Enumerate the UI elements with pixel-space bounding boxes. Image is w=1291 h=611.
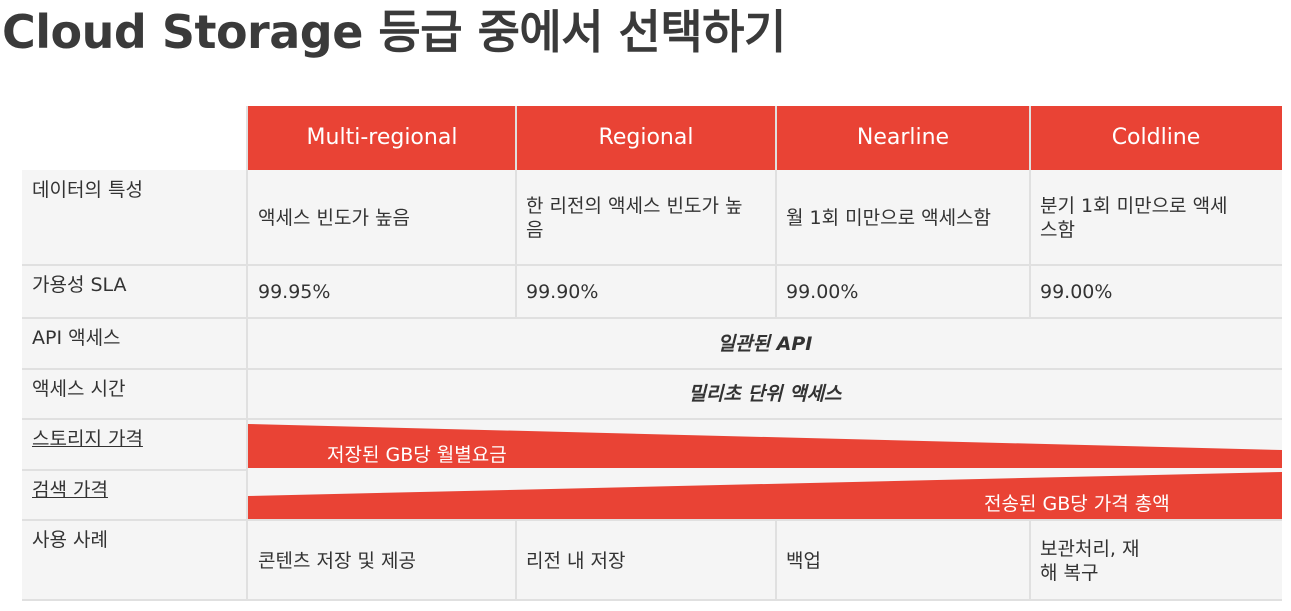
storage-price-wedge xyxy=(248,424,1282,468)
api-value: 일관된 API xyxy=(717,332,813,355)
row-label-access-time: 액세스 시간 xyxy=(32,378,126,400)
sla-nearline: 99.00% xyxy=(786,280,859,303)
characteristics-multi-regional: 액세스 빈도가 높음 xyxy=(258,206,410,229)
grid-divider xyxy=(22,469,248,471)
grid-divider xyxy=(775,106,777,318)
grid-divider xyxy=(775,520,777,601)
header-empty-cell xyxy=(22,106,248,170)
use-case-coldline: 보관처리, 재해 복구 xyxy=(1040,537,1140,584)
column-header-multi-regional: Multi-regional xyxy=(248,106,516,170)
grid-divider xyxy=(1029,106,1031,318)
row-label-use-cases: 사용 사례 xyxy=(32,529,108,551)
grid-divider xyxy=(22,519,1282,521)
sla-regional: 99.90% xyxy=(526,280,599,303)
sla-multi-regional: 99.95% xyxy=(258,280,331,303)
grid-divider xyxy=(22,368,1282,370)
column-header-regional: Regional xyxy=(516,106,776,170)
storage-class-table: Multi-regional Regional Nearline Coldlin… xyxy=(22,106,1282,601)
sla-coldline: 99.00% xyxy=(1040,280,1113,303)
grid-divider xyxy=(22,599,1282,601)
use-case-nearline: 백업 xyxy=(786,549,821,572)
row-label-sla: 가용성 SLA xyxy=(32,274,127,296)
retrieval-price-wedge xyxy=(248,472,1282,520)
use-case-regional: 리전 내 저장 xyxy=(526,549,626,572)
row-label-retrieval-price[interactable]: 검색 가격 xyxy=(32,479,108,501)
column-header-nearline: Nearline xyxy=(776,106,1030,170)
grid-divider xyxy=(515,106,517,318)
grid-divider xyxy=(246,106,248,601)
grid-divider xyxy=(515,520,517,601)
row-label-storage-price[interactable]: 스토리지 가격 xyxy=(32,428,143,450)
row-label-api: API 액세스 xyxy=(32,327,121,349)
access-time-value: 밀리초 단위 액세스 xyxy=(688,383,842,405)
grid-divider xyxy=(22,317,1282,319)
row-label-characteristics: 데이터의 특성 xyxy=(32,179,143,201)
grid-divider xyxy=(22,418,1282,420)
retrieval-price-label: 전송된 GB당 가격 총액 xyxy=(984,493,1170,515)
column-header-coldline: Coldline xyxy=(1030,106,1282,170)
page-title: Cloud Storage 등급 중에서 선택하기 xyxy=(2,5,786,59)
characteristics-regional: 한 리전의 액세스 빈도가 높음 xyxy=(526,194,743,241)
storage-price-label: 저장된 GB당 월별요금 xyxy=(327,444,507,466)
grid-divider xyxy=(22,264,1282,266)
characteristics-nearline: 월 1회 미만으로 액세스함 xyxy=(786,206,992,229)
use-case-multi-regional: 콘텐츠 저장 및 제공 xyxy=(258,549,416,572)
characteristics-coldline: 분기 1회 미만으로 액세스함 xyxy=(1040,194,1228,241)
grid-divider xyxy=(1029,520,1031,601)
